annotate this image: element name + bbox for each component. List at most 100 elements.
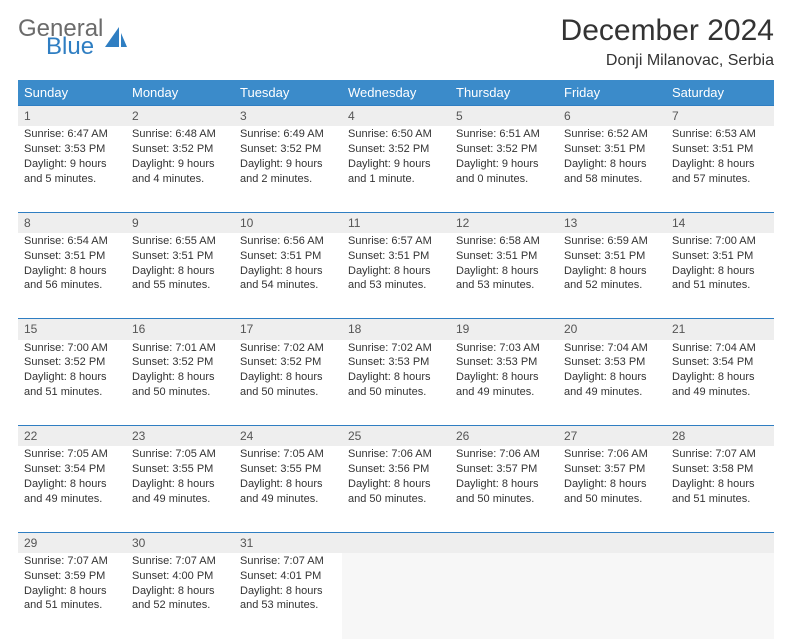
brand-logo: General Blue — [18, 18, 127, 57]
sunset-line: Sunset: 3:51 PM — [564, 142, 660, 157]
daylight-line: Daylight: 8 hours and 53 minutes. — [348, 264, 444, 294]
day-number: 15 — [18, 319, 126, 340]
day-number: 25 — [342, 426, 450, 447]
sunrise-line: Sunrise: 6:47 AM — [24, 127, 120, 142]
day-number: 16 — [126, 319, 234, 340]
sunset-line: Sunset: 3:57 PM — [564, 462, 660, 477]
day-cell: Sunrise: 7:01 AMSunset: 3:52 PMDaylight:… — [126, 340, 234, 426]
day-header: Saturday — [666, 80, 774, 106]
daylight-line: Daylight: 8 hours and 49 minutes. — [564, 370, 660, 400]
day-number: 27 — [558, 426, 666, 447]
calendar-body: 1234567Sunrise: 6:47 AMSunset: 3:53 PMDa… — [18, 106, 774, 639]
daylight-line: Daylight: 8 hours and 53 minutes. — [456, 264, 552, 294]
sunset-line: Sunset: 3:52 PM — [348, 142, 444, 157]
sunrise-line: Sunrise: 7:03 AM — [456, 341, 552, 356]
day-number: 19 — [450, 319, 558, 340]
sunset-line: Sunset: 3:53 PM — [564, 355, 660, 370]
sunset-line: Sunset: 3:53 PM — [348, 355, 444, 370]
sunset-line: Sunset: 3:57 PM — [456, 462, 552, 477]
title-block: December 2024 Donji Milanovac, Serbia — [561, 14, 774, 70]
day-cell: Sunrise: 6:59 AMSunset: 3:51 PMDaylight:… — [558, 233, 666, 319]
day-content-row: Sunrise: 6:54 AMSunset: 3:51 PMDaylight:… — [18, 233, 774, 319]
sunrise-line: Sunrise: 6:53 AM — [672, 127, 768, 142]
sunset-line: Sunset: 3:51 PM — [672, 142, 768, 157]
daylight-line: Daylight: 8 hours and 53 minutes. — [240, 584, 336, 614]
sunrise-line: Sunrise: 7:07 AM — [240, 554, 336, 569]
sunrise-line: Sunrise: 7:04 AM — [564, 341, 660, 356]
sunset-line: Sunset: 3:52 PM — [132, 355, 228, 370]
day-cell: Sunrise: 6:50 AMSunset: 3:52 PMDaylight:… — [342, 126, 450, 212]
sunrise-line: Sunrise: 6:51 AM — [456, 127, 552, 142]
day-cell: Sunrise: 7:05 AMSunset: 3:55 PMDaylight:… — [234, 446, 342, 532]
day-cell: Sunrise: 6:57 AMSunset: 3:51 PMDaylight:… — [342, 233, 450, 319]
day-number-row: 1234567 — [18, 106, 774, 127]
day-cell: Sunrise: 7:06 AMSunset: 3:57 PMDaylight:… — [558, 446, 666, 532]
sunrise-line: Sunrise: 7:00 AM — [24, 341, 120, 356]
sunset-line: Sunset: 3:51 PM — [672, 249, 768, 264]
day-number — [666, 532, 774, 553]
sunrise-line: Sunrise: 7:07 AM — [672, 447, 768, 462]
sunrise-line: Sunrise: 6:49 AM — [240, 127, 336, 142]
day-number: 17 — [234, 319, 342, 340]
day-cell: Sunrise: 7:07 AMSunset: 3:58 PMDaylight:… — [666, 446, 774, 532]
day-number: 31 — [234, 532, 342, 553]
daylight-line: Daylight: 8 hours and 49 minutes. — [24, 477, 120, 507]
day-number-row: 22232425262728 — [18, 426, 774, 447]
sunset-line: Sunset: 3:54 PM — [24, 462, 120, 477]
day-number: 9 — [126, 212, 234, 233]
daylight-line: Daylight: 8 hours and 50 minutes. — [240, 370, 336, 400]
sunrise-line: Sunrise: 6:54 AM — [24, 234, 120, 249]
day-number: 11 — [342, 212, 450, 233]
day-number: 20 — [558, 319, 666, 340]
sunset-line: Sunset: 3:59 PM — [24, 569, 120, 584]
day-cell — [450, 553, 558, 639]
day-cell: Sunrise: 7:02 AMSunset: 3:52 PMDaylight:… — [234, 340, 342, 426]
day-number: 21 — [666, 319, 774, 340]
sunset-line: Sunset: 3:51 PM — [348, 249, 444, 264]
day-number: 8 — [18, 212, 126, 233]
sunrise-line: Sunrise: 7:07 AM — [132, 554, 228, 569]
daylight-line: Daylight: 8 hours and 49 minutes. — [456, 370, 552, 400]
day-number-row: 293031 — [18, 532, 774, 553]
day-number: 10 — [234, 212, 342, 233]
day-header: Thursday — [450, 80, 558, 106]
day-header: Sunday — [18, 80, 126, 106]
sunset-line: Sunset: 3:58 PM — [672, 462, 768, 477]
sunrise-line: Sunrise: 7:05 AM — [24, 447, 120, 462]
day-cell: Sunrise: 6:48 AMSunset: 3:52 PMDaylight:… — [126, 126, 234, 212]
daylight-line: Daylight: 8 hours and 55 minutes. — [132, 264, 228, 294]
day-header: Friday — [558, 80, 666, 106]
sunrise-line: Sunrise: 6:55 AM — [132, 234, 228, 249]
day-number: 3 — [234, 106, 342, 127]
day-number: 26 — [450, 426, 558, 447]
day-cell: Sunrise: 7:07 AMSunset: 4:00 PMDaylight:… — [126, 553, 234, 639]
day-number: 22 — [18, 426, 126, 447]
day-header: Tuesday — [234, 80, 342, 106]
day-number — [450, 532, 558, 553]
day-cell: Sunrise: 7:00 AMSunset: 3:51 PMDaylight:… — [666, 233, 774, 319]
sunset-line: Sunset: 3:52 PM — [132, 142, 228, 157]
daylight-line: Daylight: 8 hours and 50 minutes. — [348, 477, 444, 507]
day-cell: Sunrise: 6:49 AMSunset: 3:52 PMDaylight:… — [234, 126, 342, 212]
sunrise-line: Sunrise: 6:52 AM — [564, 127, 660, 142]
day-cell: Sunrise: 7:00 AMSunset: 3:52 PMDaylight:… — [18, 340, 126, 426]
sunrise-line: Sunrise: 7:04 AM — [672, 341, 768, 356]
day-header: Monday — [126, 80, 234, 106]
day-number: 29 — [18, 532, 126, 553]
daylight-line: Daylight: 9 hours and 4 minutes. — [132, 157, 228, 187]
day-number: 6 — [558, 106, 666, 127]
day-number: 14 — [666, 212, 774, 233]
daylight-line: Daylight: 8 hours and 56 minutes. — [24, 264, 120, 294]
sunrise-line: Sunrise: 6:58 AM — [456, 234, 552, 249]
day-number: 24 — [234, 426, 342, 447]
sunrise-line: Sunrise: 7:05 AM — [240, 447, 336, 462]
day-number — [558, 532, 666, 553]
calendar-table: SundayMondayTuesdayWednesdayThursdayFrid… — [18, 80, 774, 639]
day-content-row: Sunrise: 7:05 AMSunset: 3:54 PMDaylight:… — [18, 446, 774, 532]
day-number: 30 — [126, 532, 234, 553]
day-cell: Sunrise: 7:06 AMSunset: 3:56 PMDaylight:… — [342, 446, 450, 532]
header: General Blue December 2024 Donji Milanov… — [18, 14, 774, 70]
sunset-line: Sunset: 3:51 PM — [456, 249, 552, 264]
daylight-line: Daylight: 8 hours and 58 minutes. — [564, 157, 660, 187]
day-cell: Sunrise: 6:47 AMSunset: 3:53 PMDaylight:… — [18, 126, 126, 212]
